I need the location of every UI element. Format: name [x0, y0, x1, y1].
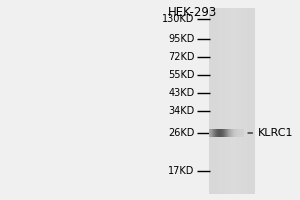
Bar — [236, 8, 238, 194]
Bar — [244, 8, 246, 194]
Bar — [233, 129, 234, 137]
Text: 26KD: 26KD — [168, 128, 194, 138]
Bar — [226, 129, 227, 137]
Bar — [223, 129, 224, 137]
Bar — [222, 129, 223, 137]
Bar — [239, 129, 240, 137]
Bar — [213, 129, 214, 137]
Bar — [211, 129, 212, 137]
Bar — [225, 129, 226, 137]
Bar — [212, 8, 214, 194]
Bar — [218, 129, 219, 137]
Bar — [229, 129, 230, 137]
Bar — [226, 8, 228, 194]
Bar — [238, 129, 239, 137]
Bar — [217, 129, 218, 137]
Bar — [235, 129, 236, 137]
Text: 72KD: 72KD — [168, 52, 194, 62]
Bar — [212, 129, 213, 137]
Bar — [225, 8, 226, 194]
Bar — [228, 129, 229, 137]
Bar — [221, 129, 222, 137]
Bar — [249, 8, 250, 194]
Text: 130KD: 130KD — [162, 14, 194, 24]
Bar — [236, 129, 237, 137]
Bar — [231, 8, 233, 194]
Bar — [237, 129, 238, 137]
Bar — [232, 129, 233, 137]
Text: 17KD: 17KD — [168, 166, 194, 176]
Bar — [252, 8, 254, 194]
Bar — [232, 129, 233, 137]
Bar — [215, 8, 217, 194]
Text: HEK-293: HEK-293 — [168, 6, 218, 19]
Bar — [250, 8, 252, 194]
Bar — [214, 8, 215, 194]
Bar — [227, 129, 228, 137]
Bar — [242, 8, 244, 194]
Text: 43KD: 43KD — [168, 88, 194, 98]
Bar — [246, 8, 247, 194]
Bar — [217, 8, 218, 194]
Text: KLRC1: KLRC1 — [258, 128, 294, 138]
Bar — [230, 8, 231, 194]
Bar — [238, 129, 239, 137]
Bar — [242, 129, 243, 137]
Bar — [239, 8, 241, 194]
Bar — [241, 129, 242, 137]
Bar — [209, 129, 210, 137]
Bar — [255, 8, 257, 194]
Bar — [220, 129, 221, 137]
Bar — [210, 129, 211, 137]
Bar — [238, 8, 239, 194]
Bar — [211, 8, 212, 194]
Bar — [243, 129, 244, 137]
Bar — [235, 8, 236, 194]
Bar — [231, 129, 232, 137]
Bar — [240, 129, 241, 137]
Bar — [209, 8, 210, 194]
Text: 95KD: 95KD — [168, 34, 194, 44]
Bar — [223, 8, 225, 194]
Bar — [254, 8, 255, 194]
Bar — [233, 8, 234, 194]
Bar — [209, 8, 255, 194]
Bar — [215, 129, 216, 137]
Bar — [218, 8, 220, 194]
Bar — [247, 8, 249, 194]
Bar — [228, 8, 230, 194]
Text: 34KD: 34KD — [168, 106, 194, 116]
Bar — [222, 8, 223, 194]
Bar — [216, 129, 217, 137]
Bar — [234, 129, 235, 137]
Bar — [224, 129, 225, 137]
Bar — [241, 8, 242, 194]
Bar — [220, 8, 222, 194]
Bar — [230, 129, 231, 137]
Text: 55KD: 55KD — [168, 70, 194, 80]
Bar — [214, 129, 215, 137]
Bar — [219, 129, 220, 137]
